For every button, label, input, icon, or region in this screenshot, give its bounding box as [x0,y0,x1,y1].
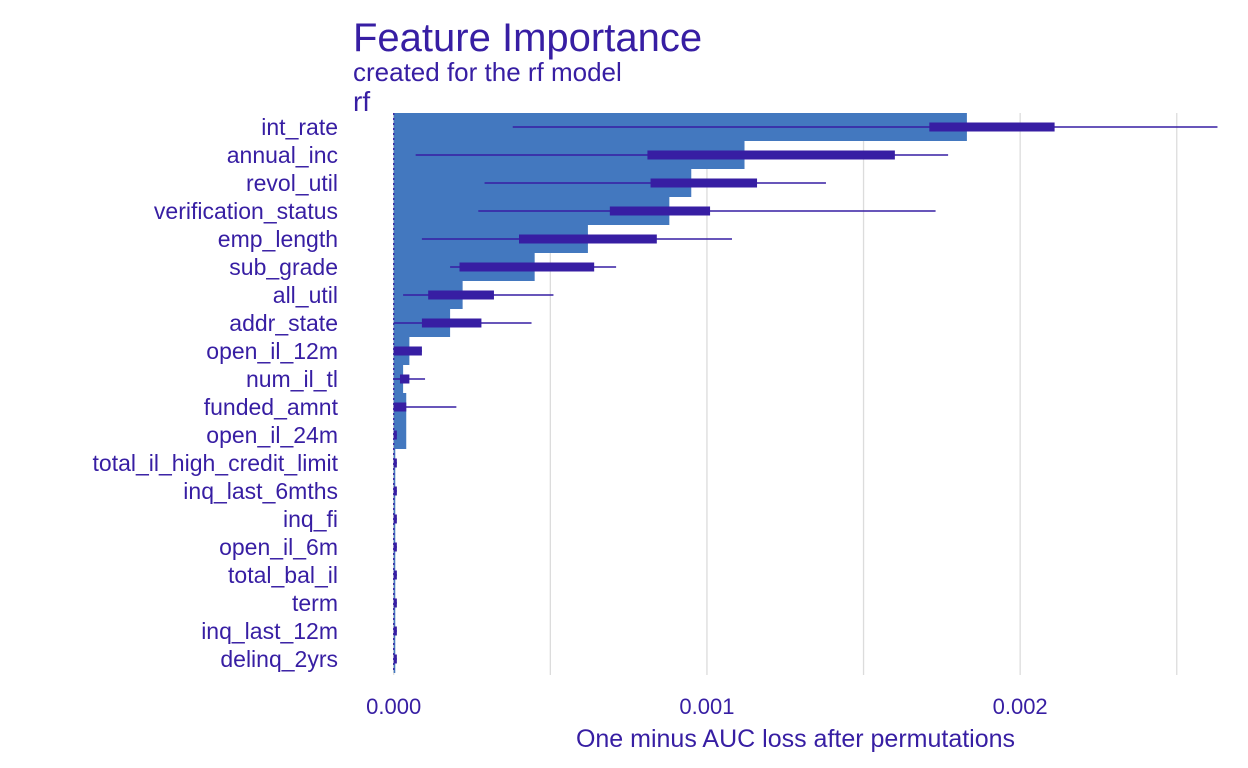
category-label: inq_fi [283,506,338,532]
box-all_util [428,290,494,300]
box-term [393,598,397,608]
box-emp_length [519,234,657,244]
x-tick-label: 0.001 [679,694,734,719]
category-label: open_il_12m [206,338,338,364]
category-label: total_bal_il [228,562,338,588]
box-addr_state [421,318,482,328]
category-label: addr_state [229,310,338,336]
category-label: inq_last_12m [201,618,338,644]
category-label: funded_amnt [204,394,339,420]
panel-label: rf [353,86,371,117]
category-label: num_il_tl [246,366,338,392]
chart-subtitle: created for the rf model [353,57,622,87]
box-revol_util [650,178,758,188]
box-int_rate [929,122,1055,132]
category-label: all_util [273,282,338,308]
category-label: revol_util [246,170,338,196]
boxplot-layer [393,113,1218,673]
box-annual_inc [647,150,895,160]
category-label: term [292,590,338,616]
box-sub_grade [459,262,595,272]
x-axis-title: One minus AUC loss after permutations [576,725,1015,753]
box-open_il_12m [393,346,422,356]
category-label: sub_grade [229,254,338,280]
box-inq_fi [393,514,397,524]
category-label: open_il_24m [206,422,338,448]
box-inq_last_6mths [393,486,397,496]
box-open_il_6m [393,542,397,552]
category-label: emp_length [218,226,338,252]
box-funded_amnt [393,402,407,412]
category-label: open_il_6m [219,534,338,560]
x-tick-label: 0.000 [366,694,421,719]
box-total_bal_il [393,570,397,580]
category-label: int_rate [261,114,338,140]
category-label-layer: int_rateannual_increvol_utilverification… [93,114,339,672]
category-label: total_il_high_credit_limit [93,450,339,476]
box-inq_last_12m [393,626,397,636]
bar-layer [393,113,967,673]
bar-open_il_24m [393,421,407,449]
box-delinq_2yrs [393,654,397,664]
category-label: verification_status [154,198,338,224]
category-label: inq_last_6mths [183,478,338,504]
box-open_il_24m [393,430,397,440]
x-tick-label: 0.002 [993,694,1048,719]
category-label: delinq_2yrs [220,646,338,672]
tick-label-layer: 0.000 0.001 0.002 [366,694,1047,719]
category-label: annual_inc [227,142,338,168]
box-num_il_tl [399,374,410,384]
box-total_il_high_credit_limit [393,458,397,468]
chart-title: Feature Importance [353,16,703,60]
box-verification_status [609,206,711,216]
